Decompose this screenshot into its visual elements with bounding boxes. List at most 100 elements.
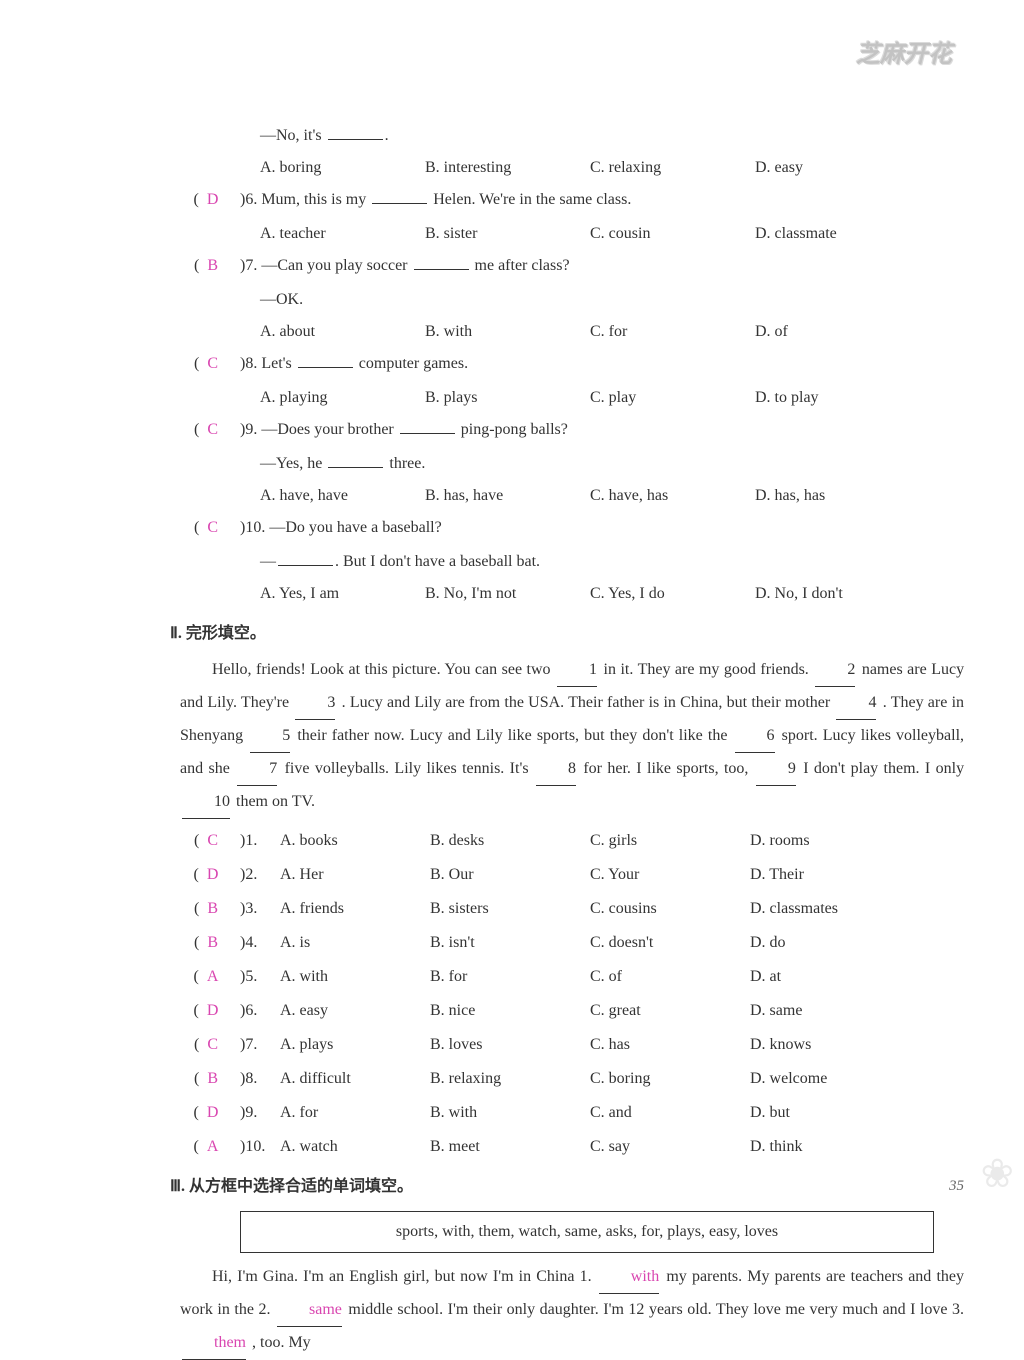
bn3: 3: [295, 687, 335, 720]
cloze-opts: )1.A. booksB. desksC. girlsD. rooms: [240, 825, 964, 857]
opt-b: B. for: [430, 961, 590, 993]
cloze-passage: Hello, friends! Look at this picture. Yo…: [180, 654, 964, 819]
opt-b: B. sister: [425, 218, 590, 250]
opt-c: C. for: [590, 316, 755, 348]
q6-before: )6. Mum, this is my: [240, 191, 366, 208]
cloze-row-3: ( B )3.A. friendsB. sistersC. cousinsD. …: [180, 893, 964, 925]
opt-b: B. interesting: [425, 152, 590, 184]
cloze-row-2: ( D )2.A. HerB. OurC. YourD. Their: [180, 859, 964, 891]
opt-d: D. at: [750, 961, 781, 993]
opt-a: A. have, have: [260, 480, 425, 512]
q7-text: )7. —Can you play soccer me after class?: [240, 250, 964, 282]
word-box: sports, with, them, watch, same, asks, f…: [240, 1211, 934, 1253]
opt-a: A. with: [280, 961, 430, 993]
s3p4: , too. My: [252, 1334, 311, 1351]
opt-c: C. have, has: [590, 480, 755, 512]
cloze-ans: B: [207, 1070, 218, 1087]
opt-c: C. say: [590, 1131, 750, 1163]
q9-after: ping-pong balls?: [461, 421, 568, 438]
cloze-num: )8.: [240, 1063, 280, 1095]
q9-options: A. have, have B. has, have C. have, has …: [260, 480, 964, 512]
opt-c: C. play: [590, 382, 755, 414]
cloze-ans: D: [207, 866, 219, 883]
opt-a: A. plays: [280, 1029, 430, 1061]
opt-d: D. has, has: [755, 480, 895, 512]
cloze-opts: )6.A. easyB. niceC. greatD. same: [240, 995, 964, 1027]
cloze-row-10: ( A )10.A. watchB. meetC. sayD. think: [180, 1131, 964, 1163]
cloze-ans: A: [207, 968, 219, 985]
q8-after: computer games.: [359, 355, 468, 372]
opt-a: A. books: [280, 825, 430, 857]
opt-b: B. sisters: [430, 893, 590, 925]
bn6: 6: [735, 720, 775, 753]
pp10: I don't play them. I only: [803, 760, 964, 777]
opt-d: D. No, I don't: [755, 578, 895, 610]
q8-row: ( C )8. Let's computer games.: [180, 348, 964, 380]
cloze-num: )1.: [240, 825, 280, 857]
blank: [372, 188, 427, 204]
opt-d: D. to play: [755, 382, 895, 414]
logo-watermark: 芝麻开花: [834, 20, 974, 90]
cloze-opts: )4.A. isB. isn'tC. doesn'tD. do: [240, 927, 964, 959]
q10-options: A. Yes, I am B. No, I'm not C. Yes, I do…: [260, 578, 964, 610]
pp6: their father now. Lucy and Lily like spo…: [297, 727, 727, 744]
opt-d: D. rooms: [750, 825, 810, 857]
cloze-opts: )9.A. forB. withC. andD. but: [240, 1097, 964, 1129]
fill-ans-3: them: [182, 1327, 246, 1360]
q8-answer: C: [207, 355, 218, 372]
opt-a: A. boring: [260, 152, 425, 184]
blank: [298, 352, 353, 368]
cloze-ans: B: [207, 934, 218, 951]
pp1: Hello, friends! Look at this picture. Yo…: [212, 661, 551, 678]
opt-b: B. No, I'm not: [425, 578, 590, 610]
cloze-ans: C: [207, 1036, 218, 1053]
cloze-bracket: ( C: [180, 1029, 240, 1061]
opt-c: C. Yes, I do: [590, 578, 755, 610]
cloze-row-9: ( D )9.A. forB. withC. andD. but: [180, 1097, 964, 1129]
cloze-bracket: ( B: [180, 893, 240, 925]
cloze-opts: )3.A. friendsB. sistersC. cousinsD. clas…: [240, 893, 964, 925]
q7-line2: —OK.: [260, 284, 964, 316]
content: —No, it's . A. boring B. interesting C. …: [180, 120, 964, 1360]
q7-before: )7. —Can you play soccer: [240, 257, 408, 274]
cloze-bracket: ( D: [180, 1097, 240, 1129]
q7-answer: B: [207, 257, 218, 274]
q9-bracket: ( C: [180, 414, 240, 446]
bn5: 5: [250, 720, 290, 753]
opt-d: D. Their: [750, 859, 804, 891]
opt-c: C. has: [590, 1029, 750, 1061]
opt-b: B. nice: [430, 995, 590, 1027]
q9-before: )9. —Does your brother: [240, 421, 394, 438]
cloze-bracket: ( B: [180, 1063, 240, 1095]
opt-d: D. knows: [750, 1029, 811, 1061]
cloze-bracket: ( B: [180, 927, 240, 959]
opt-c: C. of: [590, 961, 750, 993]
blank: [400, 418, 455, 434]
opt-c: C. girls: [590, 825, 750, 857]
section2-title: Ⅱ. 完形填空。: [170, 618, 964, 650]
opt-d: D. welcome: [750, 1063, 827, 1095]
q6-answer: D: [207, 191, 219, 208]
blank: [278, 550, 333, 566]
opt-c: C. boring: [590, 1063, 750, 1095]
bn1: 1: [557, 654, 597, 687]
cloze-opts: )8.A. difficultB. relaxingC. boringD. we…: [240, 1063, 964, 1095]
opt-d: D. think: [750, 1131, 802, 1163]
cloze-ans: C: [207, 832, 218, 849]
section3-title: Ⅲ. 从方框中选择合适的单词填空。: [170, 1171, 964, 1203]
cloze-bracket: ( D: [180, 995, 240, 1027]
q7-options: A. about B. with C. for D. of: [260, 316, 964, 348]
opt-b: B. loves: [430, 1029, 590, 1061]
pp8: five volleyballs. Lily likes tennis. It'…: [285, 760, 529, 777]
opt-b: B. Our: [430, 859, 590, 891]
q10-line2: —. But I don't have a baseball bat.: [260, 546, 964, 578]
q10-bracket: ( C: [180, 512, 240, 544]
opt-c: C. cousin: [590, 218, 755, 250]
q5-line1: —No, it's .: [260, 120, 964, 152]
q5-options: A. boring B. interesting C. relaxing D. …: [260, 152, 964, 184]
cloze-opts: )10.A. watchB. meetC. sayD. think: [240, 1131, 964, 1163]
opt-a: A. about: [260, 316, 425, 348]
opt-b: B. plays: [425, 382, 590, 414]
opt-d: D. of: [755, 316, 895, 348]
opt-d: D. do: [750, 927, 786, 959]
